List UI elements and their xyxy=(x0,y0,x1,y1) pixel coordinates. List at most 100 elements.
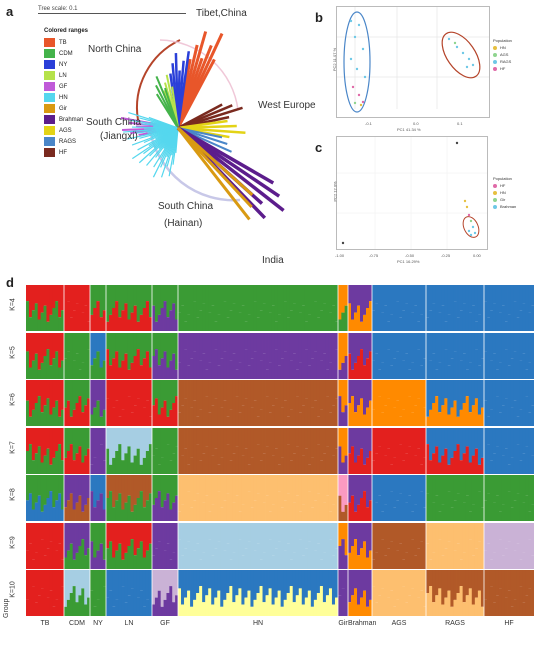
ancestry-bar-segment xyxy=(274,427,279,449)
ancestry-bar-segment xyxy=(28,416,33,426)
ancestry-bar-segment xyxy=(259,409,263,426)
ancestry-bar-segment xyxy=(118,493,122,521)
ancestry-bar-segment xyxy=(338,495,342,521)
ancestry-bar-segment xyxy=(268,312,272,331)
ancestry-bar-segment xyxy=(513,599,517,616)
ancestry-bar-segment xyxy=(399,367,403,379)
ancestry-bar-segment xyxy=(453,301,457,331)
ancestry-bar-segment xyxy=(396,500,400,521)
ancestry-bar-segment xyxy=(87,498,91,521)
ancestry-bar-segment xyxy=(277,414,282,426)
ancestry-bar-segment xyxy=(241,475,245,505)
ancestry-bar-segment xyxy=(178,511,182,521)
ancestry-bar-segment xyxy=(139,414,144,426)
ancestry-bar-segment xyxy=(357,570,361,605)
pca-c-plot: -1.00 -0.75 -0.50 -0.25 0.00 PC1 16.29% … xyxy=(333,136,488,264)
ancestry-bar-segment xyxy=(459,310,464,331)
ancestry-bar-segment xyxy=(396,400,400,426)
ancestry-bar-segment xyxy=(408,285,412,320)
ancestry-bar-segment xyxy=(495,522,500,546)
ancestry-bar-segment xyxy=(133,355,138,379)
ancestry-bar-segment xyxy=(214,448,218,474)
ancestry-bar-segment xyxy=(142,380,147,408)
ancestry-bar-segment xyxy=(211,332,215,356)
ancestry-bar-segment xyxy=(525,319,529,331)
ancestry-bar-segment xyxy=(64,407,68,426)
ancestry-bar-segment xyxy=(417,448,421,474)
ancestry-bar-segment xyxy=(58,522,62,544)
ancestry-bar-segment xyxy=(363,540,367,569)
ancestry-bar-segment xyxy=(468,362,473,379)
ancestry-bar-segment xyxy=(456,522,460,544)
ancestry-bar-segment xyxy=(480,380,485,408)
ancestry-bar-segment xyxy=(244,522,248,548)
ancestry-bar-segment xyxy=(316,416,321,426)
ancestry-bar-segment xyxy=(181,380,185,406)
ancestry-bar-segment xyxy=(295,545,300,569)
ancestry-bar-segment xyxy=(307,314,312,331)
ancestry-bar-segment xyxy=(486,427,491,444)
ancestry-bar-segment xyxy=(480,332,485,358)
ancestry-bar-segment xyxy=(90,285,94,315)
ancestry-bar-segment xyxy=(325,522,330,546)
ancestry-bar-segment xyxy=(256,332,260,367)
ancestry-bar-segment xyxy=(298,522,303,539)
ancestry-bar-segment xyxy=(172,427,176,453)
ancestry-bar-segment xyxy=(187,427,191,465)
ancestry-bar-segment xyxy=(429,427,433,460)
ancestry-bar-segment xyxy=(280,332,285,358)
ancestry-bar-segment xyxy=(274,448,279,474)
ancestry-bar-segment xyxy=(262,552,266,569)
ancestry-bar-segment xyxy=(115,550,119,569)
ancestry-bar-segment xyxy=(202,380,206,403)
admixture-strip xyxy=(26,427,534,474)
ancestry-bar-segment xyxy=(432,332,436,354)
admixture-strip xyxy=(26,522,534,569)
ancestry-bar-segment xyxy=(507,414,511,426)
ancestry-bar-segment xyxy=(360,597,364,616)
ancestry-bar-segment xyxy=(423,308,427,331)
ancestry-bar-segment xyxy=(166,593,170,616)
ancestry-bar-segment xyxy=(46,398,50,426)
ancestry-bar-segment xyxy=(64,570,68,607)
tree-scale-label: Tree scale: 0.1 xyxy=(38,6,78,12)
ancestry-bar-segment xyxy=(196,380,200,417)
ancestry-bar-segment xyxy=(477,475,482,492)
ancestry-bar-segment xyxy=(450,557,454,569)
group-label: GF xyxy=(160,620,170,627)
k-label: K=9 xyxy=(9,535,17,549)
ancestry-bar-segment xyxy=(127,285,131,320)
ancestry-bar-segment xyxy=(96,570,100,600)
ancestry-bar-segment xyxy=(175,570,179,596)
ancestry-bar-segment xyxy=(402,459,406,474)
ancestry-bar-segment xyxy=(283,332,288,351)
ancestry-bar-segment xyxy=(175,369,179,379)
ancestry-bar-segment xyxy=(316,367,321,379)
ancestry-bar-segment xyxy=(495,427,500,446)
ancestry-bar-segment xyxy=(423,522,427,557)
ancestry-bar-segment xyxy=(127,380,131,397)
ancestry-bar-segment xyxy=(531,355,534,379)
ancestry-bar-segment xyxy=(145,427,150,451)
ancestry-bar-segment xyxy=(124,380,128,403)
ancestry-bar-segment xyxy=(190,522,194,557)
ancestry-bar-segment xyxy=(69,416,74,426)
ancestry-bar-segment xyxy=(289,522,294,560)
ancestry-bar-segment xyxy=(217,570,221,591)
ancestry-bar-segment xyxy=(66,550,71,569)
ancestry-bar-segment xyxy=(501,405,505,426)
ancestry-bar-segment xyxy=(106,332,110,349)
ancestry-bar-segment xyxy=(148,427,153,444)
ancestry-bar-segment xyxy=(238,522,242,539)
ancestry-bar-segment xyxy=(304,285,309,322)
ancestry-bar-segment xyxy=(66,301,71,331)
ancestry-bar-segment xyxy=(52,457,56,474)
population-legend-item: AGS xyxy=(493,52,533,57)
ancestry-bar-segment xyxy=(495,445,500,474)
ancestry-bar-segment xyxy=(223,599,227,616)
ancestry-bar-segment xyxy=(402,509,406,521)
ancestry-bar-segment xyxy=(34,403,39,426)
ancestry-bar-segment xyxy=(363,491,367,521)
ancestry-bar-segment xyxy=(468,312,473,331)
ancestry-bar-segment xyxy=(49,464,53,474)
